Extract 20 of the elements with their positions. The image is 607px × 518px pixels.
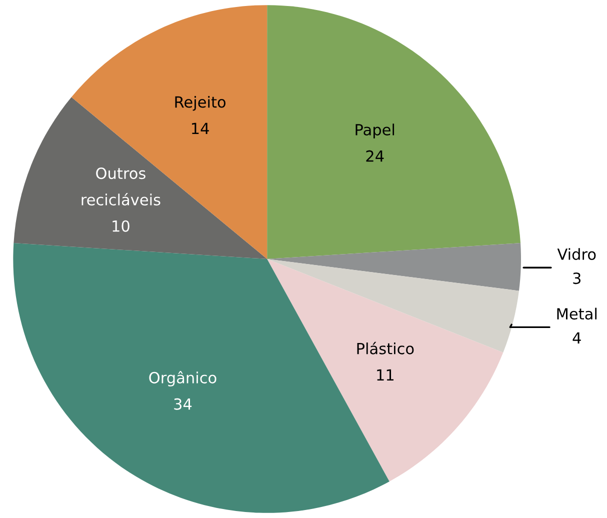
data-label: 34 xyxy=(174,398,192,410)
data-label: 11 xyxy=(377,369,394,381)
data-label: 4 xyxy=(572,332,581,344)
pie-slice xyxy=(71,5,268,259)
data-label: 3 xyxy=(573,272,580,284)
pie-slice xyxy=(267,259,504,482)
data-label: 10 xyxy=(112,220,130,232)
slice-label: Vidro xyxy=(557,248,596,260)
slice-label: Metal xyxy=(557,308,597,320)
slice-label: Orgânico xyxy=(149,371,216,386)
data-label: 14 xyxy=(192,122,209,134)
slice-label: Outros recicláveis xyxy=(82,168,160,206)
slice-label: Rejeito xyxy=(175,96,226,111)
pie-slice xyxy=(267,5,520,259)
pie-slice xyxy=(267,259,519,352)
pie-slice xyxy=(267,243,521,291)
slice-label: Papel xyxy=(356,124,394,138)
slice-label: Plástico xyxy=(357,342,414,354)
data-label: 24 xyxy=(366,150,384,162)
pie-slice xyxy=(14,97,268,259)
